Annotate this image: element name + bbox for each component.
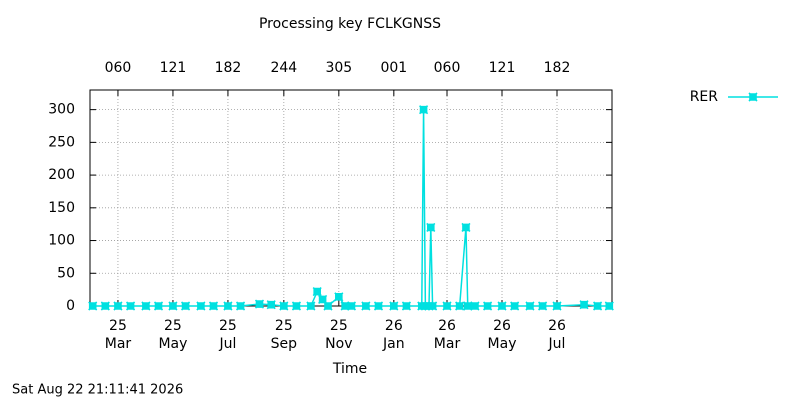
y-tick-label: 0 — [66, 298, 75, 314]
data-point — [208, 301, 219, 311]
x2-tick-label: 305 — [325, 60, 352, 76]
data-point — [168, 301, 178, 311]
chart-title: Processing key FCLKGNSS — [259, 16, 441, 32]
data-point — [389, 301, 399, 311]
x2-tick-label: 121 — [489, 60, 516, 76]
data-point — [426, 222, 436, 233]
data-point — [180, 301, 191, 311]
data-point — [126, 301, 136, 311]
x-axis-label: Time — [332, 361, 367, 377]
data-point — [455, 301, 465, 311]
data-point — [266, 300, 276, 310]
data-point — [291, 301, 302, 311]
legend-marker — [748, 92, 758, 102]
data-point — [510, 301, 520, 311]
x2-tick-label: 182 — [215, 60, 242, 76]
data-point — [235, 301, 246, 311]
data-point — [312, 287, 322, 297]
legend-label: RER — [690, 89, 719, 105]
data-point — [470, 301, 480, 311]
y-tick-label: 300 — [48, 102, 75, 118]
data-point — [100, 301, 110, 311]
data-point — [579, 300, 589, 310]
y-tick-label: 250 — [48, 134, 75, 150]
y-tick-label: 100 — [48, 233, 75, 249]
data-point — [373, 301, 384, 311]
data-point — [552, 301, 562, 311]
y-tick-label: 200 — [48, 167, 75, 183]
x-tick-label: 25 Sep — [271, 318, 298, 352]
x-tick-label: 26 Jul — [548, 318, 566, 352]
x2-tick-label: 060 — [105, 60, 132, 76]
x-tick-label: 25 May — [158, 318, 187, 352]
timestamp: Sat Aug 22 21:11:41 2026 — [12, 383, 183, 398]
data-point — [334, 292, 344, 302]
data-point — [401, 301, 412, 311]
x-tick-label: 26 Mar — [434, 318, 461, 352]
x2-tick-label: 001 — [380, 60, 407, 76]
data-point — [593, 301, 603, 311]
data-point — [604, 301, 614, 311]
data-point — [141, 301, 151, 311]
data-point — [428, 301, 438, 311]
x2-tick-label: 244 — [270, 60, 297, 76]
x-tick-label: 25 Nov — [325, 318, 352, 352]
x2-tick-label: 121 — [160, 60, 187, 76]
data-point — [497, 301, 507, 311]
data-point — [419, 105, 429, 115]
data-point — [442, 301, 452, 311]
data-point — [153, 301, 164, 311]
x2-tick-label: 060 — [434, 60, 461, 76]
data-point — [461, 222, 471, 233]
y-tick-label: 150 — [48, 200, 75, 216]
data-point — [463, 301, 473, 311]
data-point — [88, 301, 98, 311]
data-point — [279, 301, 289, 311]
data-point — [538, 301, 548, 311]
data-point — [323, 301, 333, 311]
data-point — [346, 301, 357, 311]
data-point — [254, 299, 265, 309]
data-point — [113, 301, 123, 311]
data-point — [483, 301, 493, 311]
data-point — [318, 294, 328, 305]
x-tick-label: 25 Jul — [218, 318, 236, 352]
y-tick-label: 50 — [57, 265, 75, 281]
data-point — [223, 301, 233, 311]
data-point — [306, 301, 316, 311]
data-point — [361, 301, 371, 311]
x-tick-label: 26 May — [488, 318, 517, 352]
x-tick-label: 26 Jan — [382, 318, 405, 352]
data-point — [525, 301, 535, 311]
x2-tick-label: 182 — [544, 60, 571, 76]
data-point — [196, 301, 206, 311]
x-tick-label: 25 Mar — [105, 318, 132, 352]
